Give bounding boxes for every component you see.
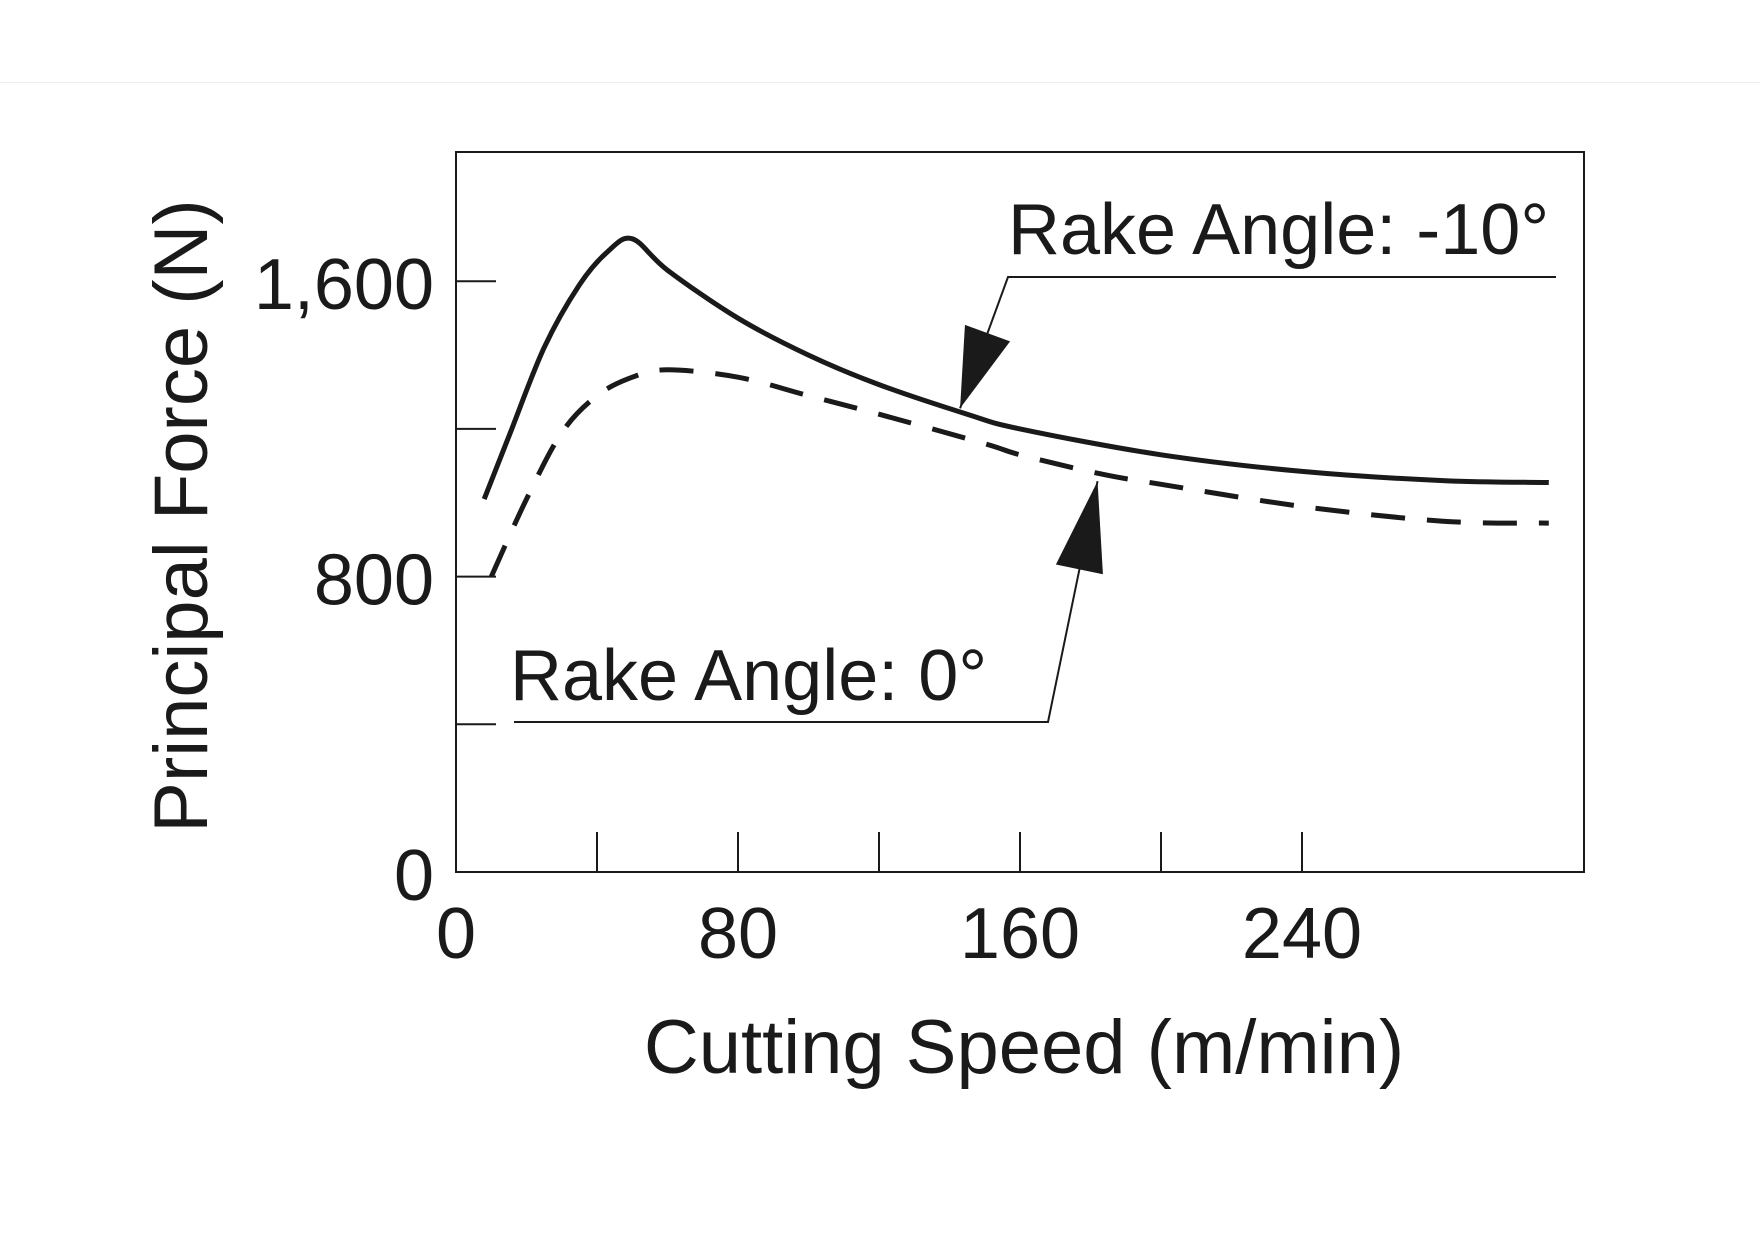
annotation-leader-rake-minus-10 — [959, 276, 1556, 409]
top-divider — [0, 82, 1760, 83]
annotation-label-rake-0: Rake Angle: 0° — [510, 636, 987, 716]
annotation-arrow-rake-minus-10 — [960, 324, 1011, 409]
annotation-arrow-rake-0 — [1055, 481, 1103, 575]
x-tick-label-80: 80 — [698, 894, 778, 974]
x-tick-label-0: 0 — [436, 894, 476, 974]
axis-tick-labels: 0 80 160 240 0 800 1,600 — [254, 245, 1362, 974]
x-axis-label: Cutting Speed (m/min) — [644, 1005, 1404, 1090]
y-tick-label-1600: 1,600 — [254, 245, 434, 325]
y-axis-label: Principal Force (N) — [139, 199, 224, 832]
annotation-label-rake-minus-10: Rake Angle: -10° — [1008, 190, 1549, 270]
axis-ticks — [456, 280, 1303, 872]
annotations: Rake Angle: -10° Rake Angle: 0° — [510, 190, 1556, 723]
x-tick-label-160: 160 — [960, 894, 1080, 974]
y-tick-label-0: 0 — [394, 836, 434, 916]
series-line-rake-0 — [489, 367, 1549, 578]
y-tick-label-800: 800 — [314, 541, 434, 621]
series-lines — [481, 235, 1549, 578]
x-tick-label-240: 240 — [1242, 894, 1362, 974]
series-line-rake-minus-10 — [481, 235, 1549, 501]
